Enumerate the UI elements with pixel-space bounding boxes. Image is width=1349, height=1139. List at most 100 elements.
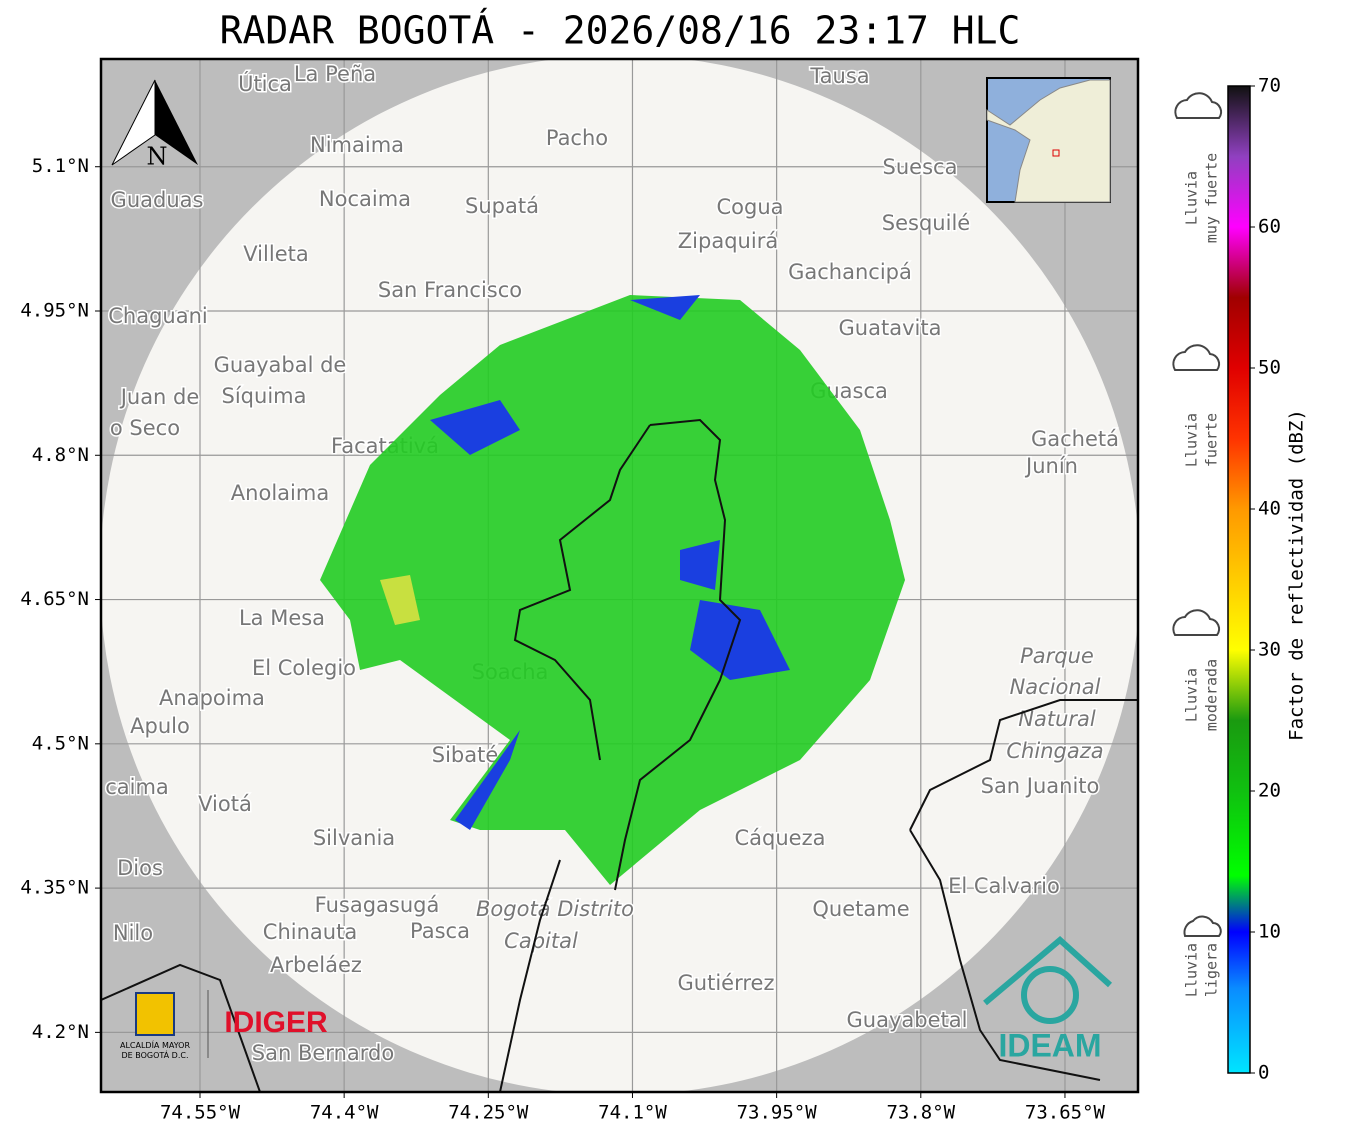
place-label: Villeta [243,242,308,266]
colorbar-tick-label: 60 [1258,216,1281,238]
place-label: Sibaté [432,743,499,767]
lon-tick-label: 74.55°W [160,1102,241,1124]
department-boundary [101,699,1138,1092]
colorbar-tick-label: 70 [1258,75,1281,97]
colorbar-tick-label: 50 [1258,357,1281,379]
lat-tick-label: 4.5°N [32,732,89,754]
place-label: Fusagasugá [315,893,440,917]
place-label: Síquima [222,384,307,408]
place-label: Gutiérrez [678,971,775,995]
place-label: Natural [1018,707,1096,731]
place-label: Anolaima [231,481,329,505]
rain-level-label: fuerte [1203,413,1221,467]
place-label: Nilo [113,921,153,945]
lat-tick-label: 4.8°N [32,444,89,466]
place-label: Pasca [410,919,470,943]
colorbar-tick-label: 40 [1258,498,1281,520]
place-label: Guaduas [111,188,204,212]
place-label: El Colegio [252,656,356,680]
lat-tick-label: 4.95°N [20,299,89,321]
rain-level-label: moderada [1203,659,1221,731]
place-label: Guayabal de [214,353,347,377]
place-label: Suesca [883,155,958,179]
inset-map [986,77,1111,203]
colorbar [1227,85,1251,1074]
place-label: Nocaima [319,187,411,211]
place-label: Capital [504,929,578,953]
place-label: Junín [1024,454,1078,478]
place-label: Bogotá Distrito [476,897,634,921]
place-label: San Francisco [378,278,522,302]
place-label: La Peña [294,62,376,86]
place-label: caima [105,775,169,799]
place-label: Cogua [716,195,783,219]
lon-tick-label: 73.95°W [737,1102,818,1124]
title: RADAR BOGOTÁ - 2026/08/16 23:17 HLC [220,9,1021,53]
rain-level-label: Lluvia [1183,171,1201,225]
place-label: Pacho [546,126,608,150]
rain-level-label: Lluvia [1183,413,1201,467]
place-label: Gachancipá [788,260,912,284]
logos: ALCALDÍA MAYOR DE BOGOTÁ D.C. IDIGER IDE… [120,936,1113,1063]
place-label: Juan de [119,385,200,409]
logo-alcaldia-line: ALCALDÍA MAYOR [120,1039,190,1050]
map: Útica La Peña Tausa Nimaima Pacho Suesca Guadu… [101,59,1138,1092]
logo-alcaldia-line: DE BOGOTÁ D.C. [121,1049,188,1060]
place-label: Chaguani [108,304,208,328]
place-label: San Bernardo [252,1041,394,1065]
lon-tick-label: 73.65°W [1025,1102,1106,1124]
place-label: Guatavita [839,316,942,340]
lat-tick-label: 4.2°N [32,1021,89,1043]
place-label: Nacional [1010,675,1101,699]
place-label: Chingaza [1006,739,1103,763]
colorbar-tick-label: 30 [1258,639,1281,661]
place-label: El Calvario [948,874,1060,898]
place-label: Supatá [465,194,539,218]
district-boundary [513,418,742,891]
place-label: La Mesa [239,606,325,630]
map-frame [99,57,1140,1094]
place-label: Nimaima [310,133,404,157]
logo-idiger: IDIGER [224,1006,328,1039]
place-label: Parque [1020,644,1094,668]
colorbar-tick-label: 0 [1258,1062,1269,1084]
colorbar-label: Factor de reflectividad (dBZ) [1286,409,1308,741]
place-label: Zipaquirá [678,229,778,253]
place-label: Gachetá [1031,427,1119,451]
place-label: o Seco [110,416,180,440]
echo-moderate [380,575,420,625]
place-label: Viotá [198,792,252,816]
lat-tick-label: 4.65°N [20,588,89,610]
place-label: Quetame [812,897,909,921]
rain-level-label: Lluvia [1183,668,1201,722]
place-label: Sesquilé [882,211,970,235]
place-label: San Juanito [981,774,1100,798]
rain-level-label: muy fuerte [1203,153,1221,243]
place-label: Arbeláez [270,953,362,977]
lon-tick-label: 73.8°W [886,1102,955,1124]
radar-echo [320,295,905,885]
colorbar-tick-label: 20 [1258,780,1281,802]
place-label: Guayabetal [847,1008,968,1032]
place-label: Chinauta [263,920,357,944]
rain-level-label: ligera [1203,943,1221,997]
place-label: Útica [238,71,292,96]
place-label: Anapoima [159,686,265,710]
lon-tick-label: 74.4°W [310,1102,379,1124]
rain-level-label: Lluvia [1183,943,1201,997]
north-arrow: N [111,79,198,171]
place-label: Dios [117,856,163,880]
lon-tick-label: 74.25°W [448,1102,529,1124]
lat-tick-label: 5.1°N [32,155,89,177]
lat-tick-label: 4.35°N [20,877,89,899]
colorbar-tick-label: 10 [1258,921,1281,943]
place-label: Tausa [809,64,869,88]
place-label: Apulo [130,714,190,738]
place-label: Cáqueza [735,826,826,850]
lon-tick-label: 74.1°W [598,1102,667,1124]
logo-ideam: IDEAM [998,1027,1101,1063]
rain-icons [1172,92,1223,937]
place-label: Silvania [313,826,395,850]
north-label: N [147,143,168,171]
